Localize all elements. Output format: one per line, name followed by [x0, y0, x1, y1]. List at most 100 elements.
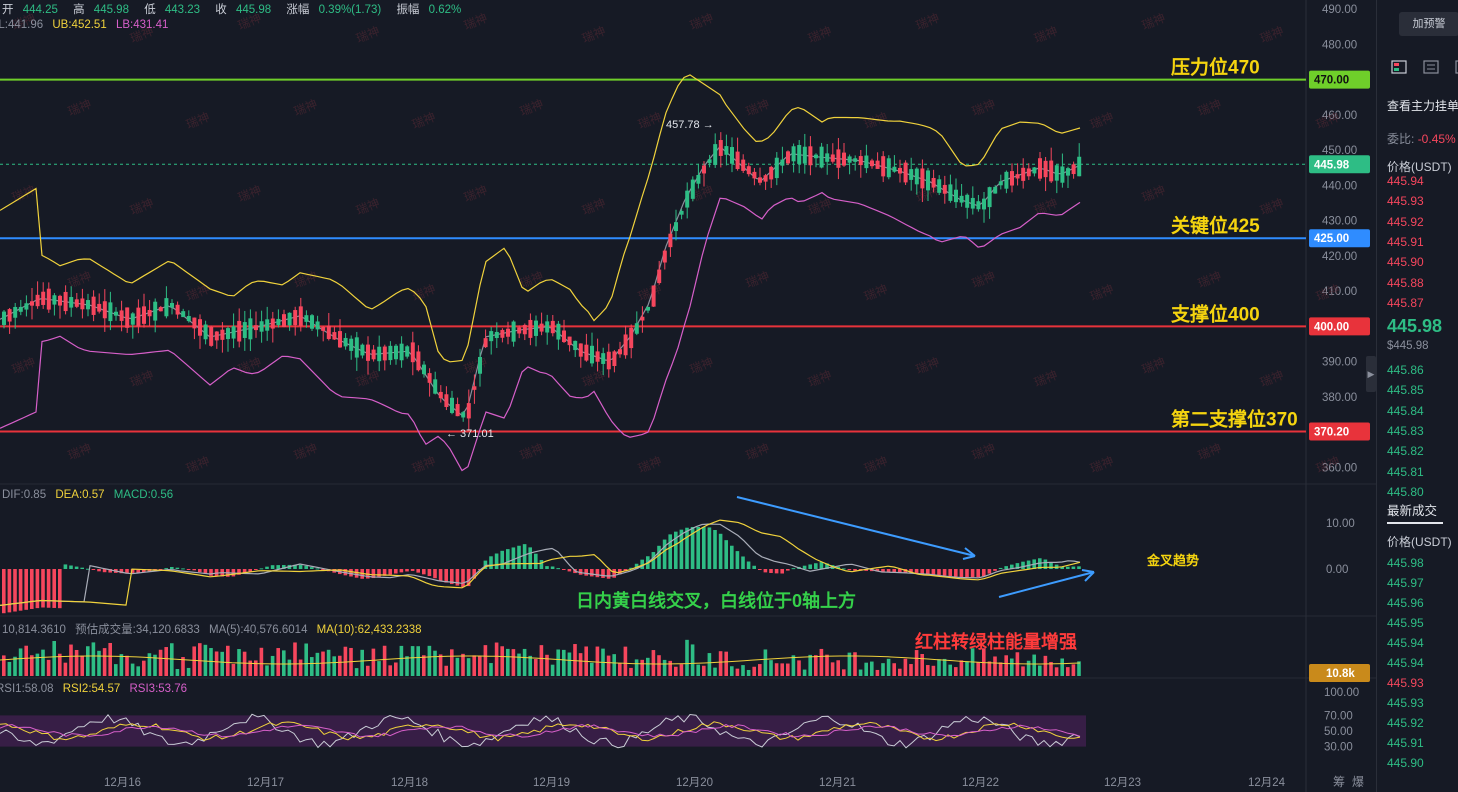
candle-body [231, 326, 236, 339]
macd-histogram-bar [1026, 560, 1031, 569]
volume-bar [870, 661, 874, 676]
volume-bar [976, 661, 980, 676]
macd-histogram-bar [410, 569, 415, 571]
candle-body [466, 403, 471, 419]
volume-bar [998, 662, 1003, 676]
volume-bar [690, 644, 695, 676]
volume-bar [528, 655, 532, 676]
candle-body [567, 336, 572, 346]
macd-histogram-bar [1043, 559, 1048, 569]
bid-price[interactable]: 445.81 [1387, 464, 1424, 479]
volume-bar [282, 650, 286, 676]
macd-histogram-bar [41, 569, 45, 608]
macd-histogram-bar [534, 553, 538, 569]
volume-bar [797, 660, 801, 676]
watermark: 瑞神 [914, 355, 942, 377]
macd-histogram-bar [1004, 566, 1008, 569]
macd-histogram-bar [142, 569, 146, 573]
macd-histogram-bar [52, 569, 56, 608]
watermark: 瑞神 [10, 355, 38, 377]
candle-body [1049, 160, 1054, 182]
depth-title[interactable]: 查看主力挂单 [1387, 99, 1458, 113]
bid-price[interactable]: 445.86 [1387, 363, 1424, 377]
candle-body [97, 303, 102, 312]
watermark: 瑞神 [744, 97, 772, 119]
macd-histogram-bar [707, 527, 712, 569]
ask-price[interactable]: 445.92 [1387, 214, 1424, 229]
macd-histogram-bar [898, 569, 902, 573]
trade-price: 445.97 [1387, 576, 1424, 590]
candle-body [875, 160, 880, 169]
volume-bar [802, 669, 807, 676]
price-tick-label: 490.00 [1322, 4, 1357, 16]
macd-histogram-bar [158, 569, 163, 570]
volume-bar [242, 651, 247, 676]
macd-histogram-bar [494, 553, 499, 569]
volume-bar [679, 664, 684, 676]
ask-price[interactable]: 445.93 [1387, 194, 1424, 209]
watermark: 瑞神 [636, 110, 664, 132]
volume-bar [864, 662, 868, 676]
volume-bar [1032, 654, 1036, 676]
volume-bar [898, 668, 902, 676]
macd-histogram-bar [937, 569, 941, 575]
macd-histogram-bar [909, 569, 913, 574]
candle-body [293, 310, 298, 326]
volume-bar [371, 648, 376, 676]
bid-price[interactable]: 445.80 [1387, 484, 1424, 499]
candle-body [814, 154, 818, 159]
trades-title[interactable]: 最新成交 [1387, 504, 1438, 518]
bid-price[interactable]: 445.84 [1387, 403, 1424, 418]
volume-bar [674, 666, 678, 676]
watermark: 瑞神 [184, 110, 212, 132]
macd-histogram-bar [35, 569, 40, 609]
candle-body [326, 325, 331, 339]
book-grid-icon[interactable] [1455, 60, 1458, 74]
rsi-band [0, 715, 1086, 747]
macd-dea: DEA:0.57 [55, 489, 105, 501]
bid-price[interactable]: 445.82 [1387, 444, 1424, 459]
candle-body [623, 334, 628, 356]
macd-histogram-bar [752, 565, 756, 569]
watermark: 瑞神 [236, 183, 264, 205]
ask-price[interactable]: 445.94 [1387, 174, 1424, 188]
ask-price[interactable]: 445.91 [1387, 234, 1424, 249]
candle-body [74, 299, 79, 307]
ask-price[interactable]: 445.87 [1387, 295, 1424, 310]
macd-histogram-bar [1077, 566, 1081, 569]
volume-bar [130, 663, 135, 676]
volume-bar [735, 668, 740, 676]
watermark: 瑞神 [1196, 97, 1224, 119]
macd-dea-line [0, 519, 1081, 606]
candle-body [584, 344, 589, 361]
book-list-icon[interactable] [1423, 60, 1439, 74]
bid-price[interactable]: 445.85 [1387, 383, 1424, 398]
watermark: 瑞神 [1032, 24, 1060, 46]
candle-body [186, 316, 191, 322]
volume-bar [1077, 661, 1081, 676]
bid-price[interactable]: 445.83 [1387, 423, 1424, 438]
add-alert-button[interactable]: 加预警 [1399, 12, 1458, 36]
volume-bar [2, 655, 6, 676]
candle-body [802, 146, 807, 164]
macd-histogram-bar [786, 569, 790, 571]
candle-body [976, 201, 981, 210]
collapse-panel-button[interactable]: ▶ [1366, 356, 1376, 392]
candle-body [685, 190, 690, 208]
ask-price[interactable]: 445.90 [1387, 255, 1424, 270]
macd-histogram-bar [181, 568, 185, 570]
candle-body [119, 310, 124, 321]
candle-body [562, 330, 566, 343]
ask-price[interactable]: 445.88 [1387, 275, 1424, 290]
book-both-icon[interactable] [1391, 60, 1407, 74]
volume-bar [959, 660, 964, 676]
macd-histogram-bar [125, 569, 129, 574]
candle-body [909, 169, 914, 180]
candle-body [1066, 168, 1070, 176]
kline-chart[interactable]: 490.00 480.00 470.00 460.00 450.00 440.00 430.… [0, 0, 1376, 792]
candle-body [511, 321, 516, 342]
macd-histogram-bar [130, 569, 135, 574]
candle-body [1010, 171, 1014, 186]
watermark: 瑞神 [1140, 183, 1168, 205]
macd-histogram-bar [1066, 566, 1070, 569]
